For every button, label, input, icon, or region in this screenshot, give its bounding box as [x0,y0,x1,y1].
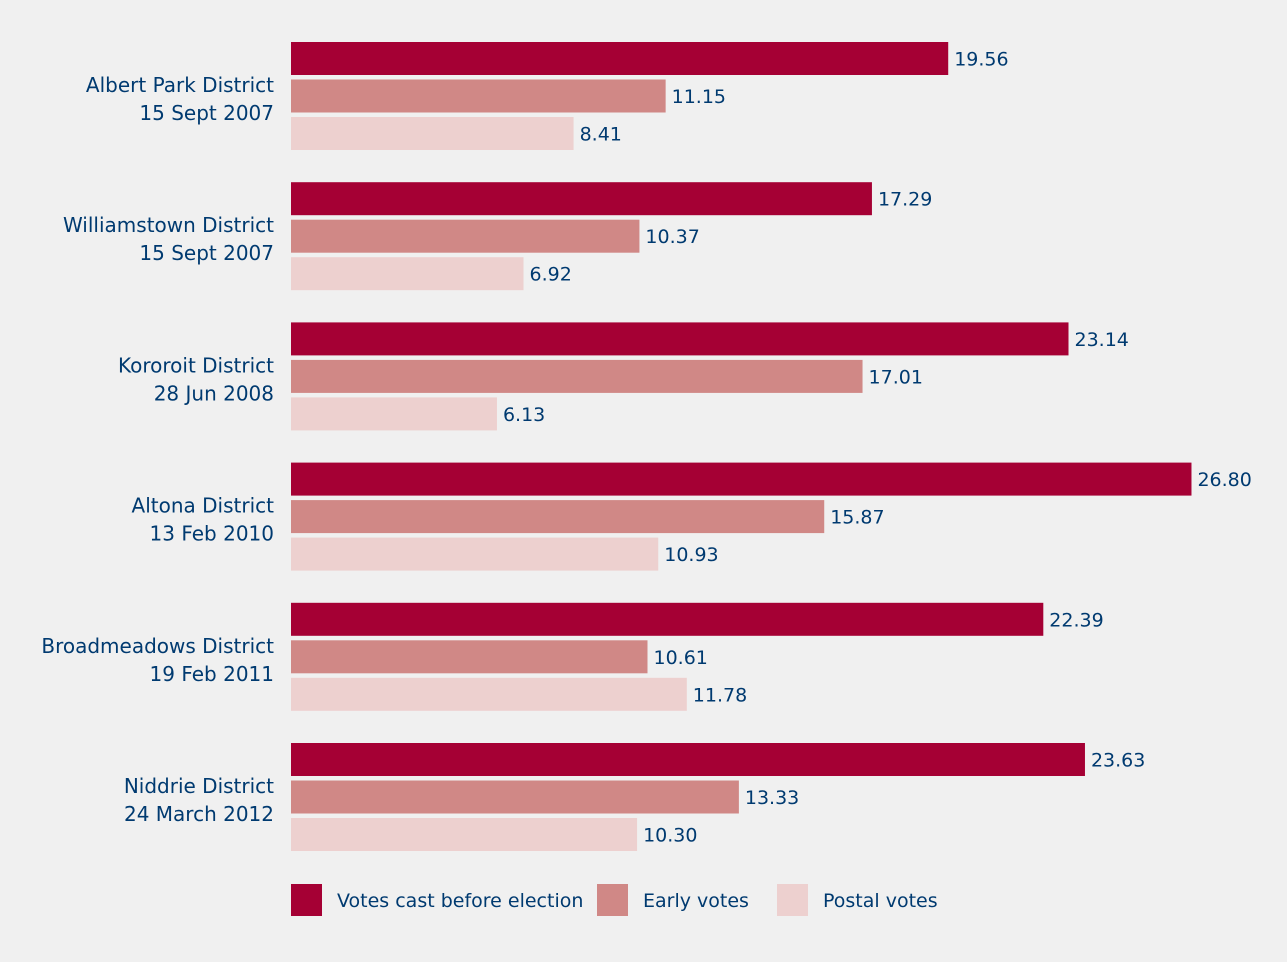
value-label: 8.41 [580,124,622,146]
value-label: 15.87 [830,507,884,529]
category-label: Broadmeadows District 19 Feb 2011 [41,634,274,686]
category-label-line: 13 Feb 2010 [150,522,274,546]
legend-label: Early votes [643,890,749,912]
bar [291,219,640,253]
value-label: 26.80 [1197,469,1251,491]
value-label: 10.93 [664,544,718,566]
legend-swatch [777,884,808,916]
value-label: 11.78 [693,684,747,706]
value-label: 23.14 [1075,329,1129,351]
value-label: 13.33 [745,787,799,809]
value-label: 10.61 [653,647,707,669]
category-label-line: Altona District [132,494,275,518]
bar [291,117,574,150]
value-label: 11.15 [672,86,726,108]
bars-layer: 19.56 11.15 8.41 17.29 10.37 6.92 23.14 17.01 6.… [291,42,1252,851]
bar [291,818,638,851]
legend: Votes cast before election Early votes Pos… [291,884,938,916]
category-label-line: 28 Jun 2008 [154,381,274,405]
value-label: 17.01 [869,366,923,388]
bar [291,79,666,113]
value-label: 17.29 [878,189,932,211]
bar [291,500,825,534]
category-label-line: Broadmeadows District [41,634,274,658]
category-label-line: Kororoit District [118,353,274,377]
bar [291,602,1044,636]
category-label: Niddrie District 24 March 2012 [124,774,274,826]
bar [291,743,1085,776]
bar [291,257,524,291]
value-label: 6.13 [503,404,545,426]
category-label-line: 15 Sept 2007 [139,101,274,125]
category-label-line: Williamstown District [63,213,274,237]
bar [291,359,863,393]
legend-label: Postal votes [823,890,938,912]
category-label-line: Albert Park District [86,73,274,97]
category-label: Kororoit District 28 Jun 2008 [118,353,274,405]
category-labels: Albert Park District 15 Sept 2007Williams… [41,73,274,826]
bar [291,780,739,814]
bar [291,182,872,216]
legend-swatch [291,884,322,916]
value-label: 10.30 [643,825,697,847]
bar [291,322,1069,356]
value-label: 10.37 [645,226,699,248]
category-label-line: 19 Feb 2011 [150,662,274,686]
category-label-line: 15 Sept 2007 [139,241,274,265]
category-label: Albert Park District 15 Sept 2007 [86,73,274,125]
legend-label: Votes cast before election [337,890,583,912]
bar [291,397,497,431]
value-label: 23.63 [1091,750,1145,772]
value-label: 19.56 [954,49,1008,71]
value-label: 22.39 [1049,609,1103,631]
category-label-line: 24 March 2012 [124,802,274,826]
legend-swatch [597,884,628,916]
category-label: Altona District 13 Feb 2010 [132,494,275,546]
bar [291,640,648,674]
bar [291,42,949,75]
category-label: Williamstown District 15 Sept 2007 [63,213,274,265]
category-label-line: Niddrie District [124,774,274,798]
bar [291,677,687,711]
bar [291,462,1192,496]
bar [291,537,659,571]
value-label: 6.92 [530,264,572,286]
